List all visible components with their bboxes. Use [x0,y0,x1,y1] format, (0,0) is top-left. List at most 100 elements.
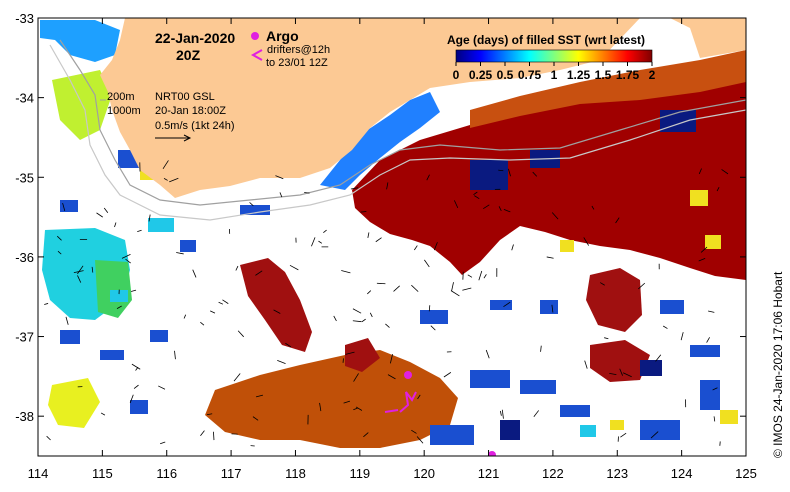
x-tick-label: 116 [156,466,177,481]
current-vector [385,323,390,328]
argo-float-marker [404,371,412,379]
current-vector [222,299,229,304]
current-vector [416,436,424,444]
current-vector [369,312,373,318]
sst-age-region-yellow-sw [48,378,100,428]
current-vector [218,301,224,305]
current-vector [650,431,659,439]
sst-age-blob-mid-2 [586,268,642,332]
y-tick-label: -33 [15,11,34,26]
current-vector [137,229,142,233]
current-vector [318,240,323,244]
current-vector [343,400,351,404]
current-vector [473,191,478,195]
current-vector [355,406,363,411]
current-vector [708,310,715,313]
colorbar-tick-label: 1.25 [567,68,591,82]
current-vector [389,354,393,364]
isobath-1000-label: 1000m [107,105,141,117]
x-tick-label: 122 [542,466,564,481]
y-tick-label: -35 [15,170,34,185]
current-vector [176,252,184,255]
plot-frame [37,17,747,457]
x-tick-label: 118 [285,466,306,481]
current-vector [183,314,187,319]
current-vector [121,253,131,259]
current-vector [413,245,418,251]
product-label: NRT00 GSL [155,91,215,103]
drifter-legend-label: drifters@12h [267,44,330,56]
current-vector [453,200,459,209]
current-vector [160,441,166,445]
current-vector [131,363,141,370]
x-tick-label: 120 [413,466,435,481]
current-vector [599,282,605,286]
x-tick-label: 121 [478,466,500,481]
current-vector [353,407,358,411]
current-vector [498,169,504,172]
vector-scale-label: 0.5m/s (1kt 24h) [155,120,234,132]
current-vector [615,217,620,224]
current-vector [501,409,504,419]
current-vector [192,269,197,278]
current-vector [620,432,627,438]
credit-text: © IMOS 24-Jan-2020 17:06 Hobart [771,271,785,458]
current-vector [367,290,372,295]
current-vector [583,237,589,246]
current-vectors [44,160,729,447]
sst-age-region-recent [320,92,440,190]
current-vector [503,208,511,213]
current-vector [158,385,166,390]
current-vector [499,410,502,416]
vector-scale-arrow-icon [155,134,192,142]
current-vector [277,360,286,365]
colorbar-tick-label: 1 [551,68,558,82]
current-vector [721,169,729,175]
current-vector [604,337,609,340]
current-vector [174,350,176,360]
current-vector [433,242,438,251]
current-vector [411,429,417,434]
current-vector [387,374,396,380]
current-vector [353,373,359,382]
x-tick-label: 115 [92,466,113,481]
current-vector [249,202,254,207]
current-vector [46,435,51,441]
current-vector [125,258,131,264]
current-vector [443,372,452,378]
x-axis: 114 115 116 117 118 119 120 121 122 123 124 125 [28,18,757,481]
y-tick-label: -38 [15,409,34,424]
current-vector [65,316,69,325]
current-vector [467,274,473,278]
current-vector [426,174,430,181]
current-vector [352,308,362,314]
current-vector [255,270,263,276]
current-vector [162,160,169,170]
isobath-200m [59,39,746,206]
current-vector [428,305,431,312]
current-vector [363,432,369,438]
current-vector [483,274,487,279]
current-vector [323,229,327,234]
isobath-200-label: 200m [107,91,135,103]
drifter-legend-icon [250,49,263,61]
current-vector [367,232,370,238]
x-tick-label: 114 [28,466,49,481]
current-vector [533,410,540,417]
current-vector [213,431,215,441]
current-vector [44,303,49,305]
current-vector [503,301,511,308]
current-vector [507,168,511,177]
current-vector [96,212,103,218]
current-vector [352,320,362,323]
current-vector [304,192,310,194]
current-vector [200,321,205,326]
colorbar-ticks: 0 0.25 0.5 0.75 1 1.25 1.5 1.75 2 [453,62,656,82]
colorbar-gradient [455,49,653,63]
argo-float-marker [488,451,496,456]
product-time: 20-Jan 18:00Z [155,105,226,117]
colorbar-tick-label: 2 [649,68,656,82]
current-vector [289,264,299,271]
current-vector [386,182,389,190]
